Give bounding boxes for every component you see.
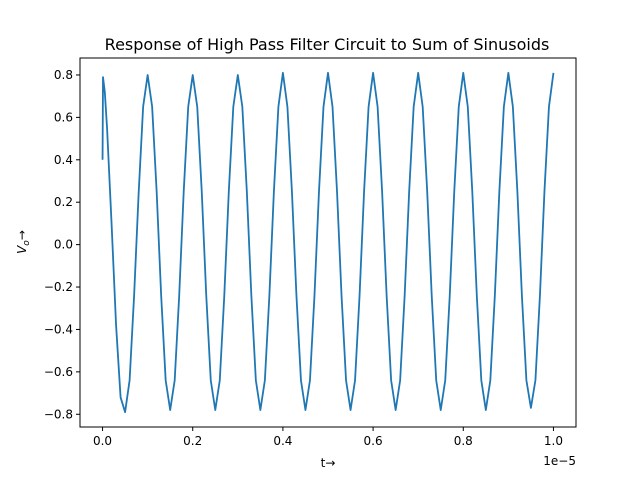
chart-title: Response of High Pass Filter Circuit to … (105, 35, 550, 54)
x-axis-label: t→ (321, 456, 336, 470)
y-tick-label: 0.6 (54, 110, 73, 124)
y-axis-ticks: −0.8 −0.6 −0.4 −0.2 0.0 0.2 0.4 0.6 0.8 (44, 68, 80, 421)
x-tick-label: 0.0 (93, 434, 112, 448)
series-line (101, 71, 555, 414)
x-tick-label: 0.2 (183, 434, 202, 448)
y-axis-label-arrow: → (15, 230, 29, 240)
y-tick-label: −0.4 (44, 322, 73, 336)
axes-frame (79, 57, 577, 428)
y-tick-label: 0.4 (54, 153, 73, 167)
x-tick-label: 1.0 (544, 434, 563, 448)
y-tick-label: 0.0 (54, 238, 73, 252)
y-axis-label: Vo→ (15, 230, 32, 254)
y-tick-label: 0.8 (54, 68, 73, 82)
y-tick-label: −0.8 (44, 407, 73, 421)
x-axis-ticks: 0.0 0.2 0.4 0.6 0.8 1.0 (93, 427, 563, 448)
x-offset-label: 1e−5 (543, 454, 576, 468)
x-tick-label: 0.6 (364, 434, 383, 448)
y-axis-label-main: V (15, 245, 29, 254)
y-tick-label: −0.6 (44, 365, 73, 379)
x-tick-label: 0.8 (454, 434, 473, 448)
y-axis-label-subscript: o (22, 240, 32, 246)
plot-area: 0.0 0.2 0.4 0.6 0.8 1.0 −0.8−0.6−0.4−0.20.00.… (44, 57, 577, 448)
y-tick-label: 0.2 (54, 195, 73, 209)
x-tick-label: 0.4 (273, 434, 292, 448)
y-tick-label: −0.2 (44, 280, 73, 294)
